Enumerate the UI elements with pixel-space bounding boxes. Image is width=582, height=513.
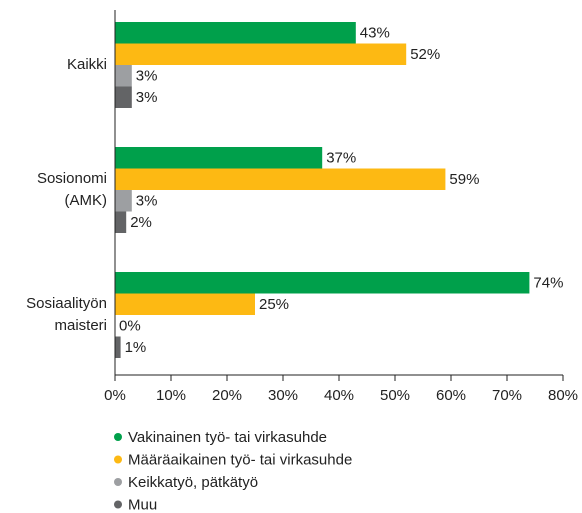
bar bbox=[115, 65, 132, 87]
bar bbox=[115, 22, 356, 44]
category-label: Sosionomi (AMK) bbox=[37, 170, 107, 209]
bar bbox=[115, 147, 323, 169]
value-label: 3% bbox=[136, 89, 158, 106]
legend-marker bbox=[114, 500, 122, 509]
value-label: 74% bbox=[533, 275, 563, 292]
legend-label: Keikkatyö, pätkätyö bbox=[128, 474, 258, 491]
bar bbox=[115, 168, 446, 190]
bar bbox=[115, 272, 530, 294]
value-label: 52% bbox=[410, 46, 440, 63]
x-tick-label: 10% bbox=[156, 387, 186, 404]
bar bbox=[115, 336, 121, 358]
bar bbox=[115, 211, 127, 233]
bar bbox=[115, 43, 407, 65]
x-tick-label: 30% bbox=[268, 387, 298, 404]
value-label: 3% bbox=[136, 193, 158, 210]
value-label: 2% bbox=[130, 214, 152, 231]
value-label: 59% bbox=[449, 171, 479, 188]
value-label: 3% bbox=[136, 68, 158, 85]
x-tick-label: 70% bbox=[492, 387, 522, 404]
x-tick-label: 0% bbox=[104, 387, 126, 404]
x-tick-label: 40% bbox=[324, 387, 354, 404]
x-tick-label: 80% bbox=[548, 387, 578, 404]
value-label: 25% bbox=[259, 296, 289, 313]
x-tick-label: 60% bbox=[436, 387, 466, 404]
category-label: Sosiaalityön maisteri bbox=[26, 295, 107, 334]
value-label: 0% bbox=[119, 318, 141, 335]
bar bbox=[115, 293, 255, 315]
legend-marker bbox=[114, 455, 122, 464]
legend-label: Vakinainen työ- tai virkasuhde bbox=[128, 429, 327, 446]
x-tick-label: 20% bbox=[212, 387, 242, 404]
x-tick-label: 50% bbox=[380, 387, 410, 404]
value-label: 1% bbox=[125, 339, 147, 356]
bar bbox=[115, 86, 132, 108]
legend-marker bbox=[114, 478, 122, 486]
legend-marker bbox=[114, 433, 122, 441]
bar bbox=[115, 190, 132, 212]
category-label: Kaikki bbox=[67, 56, 107, 73]
value-label: 37% bbox=[326, 150, 356, 167]
legend-label: Määräaikainen työ- tai virkasuhde bbox=[128, 451, 352, 468]
legend-label: Muu bbox=[128, 496, 157, 513]
value-label: 43% bbox=[360, 25, 390, 42]
